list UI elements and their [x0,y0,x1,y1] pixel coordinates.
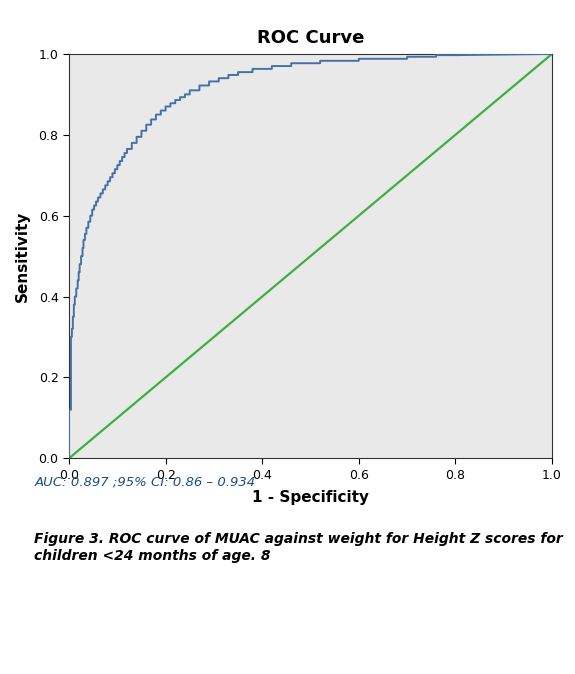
Text: Figure 3. ROC curve of MUAC against weight for Height Z scores for
children <24 : Figure 3. ROC curve of MUAC against weig… [34,532,564,563]
Y-axis label: Sensitivity: Sensitivity [16,210,30,302]
X-axis label: 1 - Specificity: 1 - Specificity [252,490,369,505]
Text: AUC: 0.897 ;95% CI: 0.86 – 0.934: AUC: 0.897 ;95% CI: 0.86 – 0.934 [34,475,256,488]
Title: ROC Curve: ROC Curve [257,29,364,47]
